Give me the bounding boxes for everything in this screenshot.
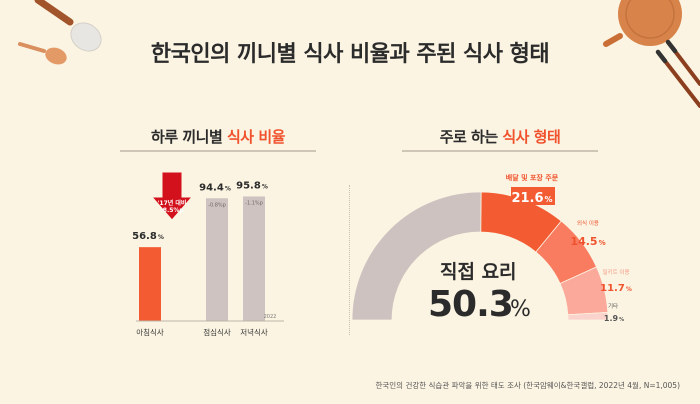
change-arrow	[150, 171, 194, 221]
page-title: 한국인의 끼니별 식사 비율과 주된 식사 형태	[150, 42, 550, 67]
donut-segment-5	[567, 311, 609, 321]
pie-value-3: 14.5%	[570, 235, 605, 248]
center-value: 50.3	[428, 284, 513, 325]
pie-section-title-highlight: 식사 형태	[502, 128, 561, 146]
bar-value-3: 95.8%	[236, 180, 268, 191]
bar-2	[206, 198, 228, 321]
ladle-icon	[34, 0, 102, 52]
bar-change-2: -0.8%p	[208, 202, 226, 208]
bar-chart: 56.8% 94.4% 95.8% -0.8%p -1.1%p 아침식사 점심식사 저녁식…	[132, 171, 284, 337]
semi-donut-chart: 배달 및 포장 주문 21.6% 외식 이용 14.5% 밀키트 이용 11.7% 기타 1.…	[351, 173, 632, 325]
pie-value-2: 21.6%	[511, 191, 552, 206]
pie-section-underline	[402, 150, 598, 152]
bar-change-3: -1.1%p	[245, 200, 263, 206]
bar-value-1: 56.8%	[132, 231, 164, 242]
arrow-label-line2: -8.5%p	[160, 207, 184, 214]
pie-category-3: 외식 이용	[577, 219, 599, 227]
pie-value-4: 11.7%	[600, 283, 632, 294]
pie-category-4: 밀키트 이용	[602, 268, 629, 276]
cutting-board-icon	[603, 0, 682, 47]
pie-value-box-2	[511, 187, 555, 205]
bar-section-title-highlight: 식사 비율	[227, 128, 285, 146]
arrow-label-line1: '17년 대비	[158, 199, 187, 207]
bar-year-label: 2022	[264, 314, 277, 320]
bar-section-title-plain: 하루 끼니별	[151, 128, 227, 146]
center-label: 직접 요리	[440, 261, 517, 283]
bar-section-underline	[120, 150, 316, 152]
bar-1	[139, 247, 161, 321]
section-divider	[349, 185, 350, 335]
chopsticks-icon	[655, 39, 700, 108]
pie-section-title: 주로 하는 식사 형태	[400, 126, 600, 147]
pie-category-2: 배달 및 포장 주문	[506, 173, 559, 182]
pie-category-5: 기타	[608, 302, 618, 310]
bar-category-1: 아침식사	[136, 327, 164, 337]
center-unit: %	[510, 297, 531, 322]
bar-section-title: 하루 끼니별 식사 비율	[118, 126, 318, 147]
bar-value-2: 94.4%	[199, 182, 231, 193]
bar-category-2: 점심식사	[203, 327, 231, 337]
footnote: 한국인의 건강한 식습관 파악을 위한 태도 조사 (한국암웨이&한국갤럽, 2…	[375, 381, 680, 390]
pie-value-5: 1.9%	[604, 314, 624, 323]
bar-category-3: 저녁식사	[240, 328, 268, 337]
spoon-icon	[18, 42, 67, 65]
pie-section-title-plain: 주로 하는	[439, 128, 503, 146]
bar-3	[243, 196, 265, 321]
